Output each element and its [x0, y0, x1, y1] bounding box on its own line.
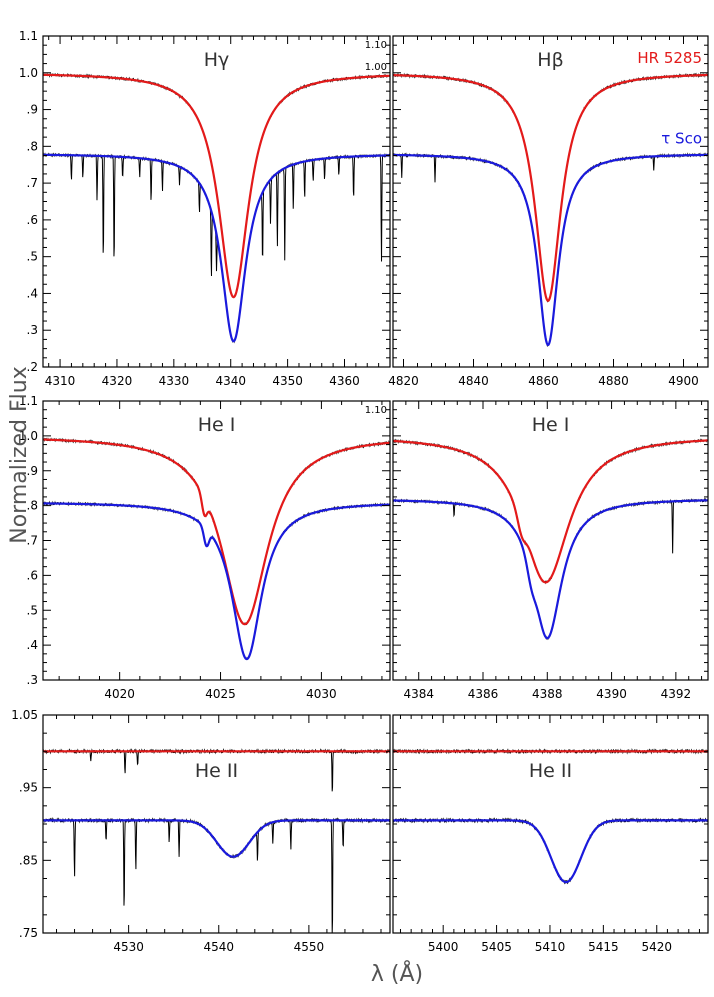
- observed-spectrum-blue-middle-left: [43, 500, 390, 661]
- y-tick-label: .8: [27, 139, 38, 153]
- model-fit-blue-bottom-left: [43, 819, 390, 858]
- x-tick-label: 4350: [272, 374, 303, 388]
- x-tick-label: 4900: [668, 374, 699, 388]
- x-tick-label: 4840: [458, 374, 489, 388]
- panel-title: He I: [198, 414, 236, 436]
- observed-spectrum-red-top-right: [393, 72, 708, 303]
- y-tick-label: 1.0: [19, 429, 38, 443]
- x-tick-label: 4820: [388, 374, 419, 388]
- panel-frame: [392, 714, 709, 934]
- panel-title: He II: [529, 760, 572, 782]
- observed-spectrum-blue-top-right: [393, 152, 708, 348]
- model-fit-blue-bottom-right: [393, 819, 708, 884]
- x-tick-label: 4310: [45, 374, 76, 388]
- model-fit-blue-middle-right: [393, 499, 708, 640]
- panel-title: He II: [195, 760, 238, 782]
- model-fit-blue-top-left: [43, 153, 390, 343]
- y-axis-title: Normalized Flux: [7, 366, 32, 543]
- x-tick-label: 4550: [294, 940, 325, 954]
- y-tick-label: 1.0: [19, 66, 38, 80]
- panel-title: Hβ: [537, 49, 563, 71]
- y-tick-label: 1.1: [19, 394, 38, 408]
- y-tick-label: 1.1: [19, 29, 38, 43]
- y-tick-label: .85: [19, 853, 38, 867]
- observed-spectrum-blue-top-left: [43, 152, 390, 344]
- x-tick-label: 4340: [215, 374, 246, 388]
- x-tick-label: 5400: [428, 940, 459, 954]
- y-tick-label: .9: [27, 464, 38, 478]
- model-fit-blue-top-right: [393, 153, 708, 347]
- y-tick-label: .5: [27, 603, 38, 617]
- x-tick-label: 5410: [535, 940, 566, 954]
- x-tick-label: 5420: [641, 940, 672, 954]
- y-tick-label: .75: [19, 926, 38, 940]
- y-tick-label: .6: [27, 213, 38, 227]
- x-tick-label: 4530: [113, 940, 144, 954]
- panel-top-right: 4820 4840 4860 4880 4900 Hβ HR 5285 τ Sco: [388, 35, 709, 388]
- y-tick-label: 1.05: [11, 708, 38, 722]
- x-tick-label: 4386: [468, 687, 499, 701]
- x-tick-label: 4392: [661, 687, 692, 701]
- model-fit-red-top-right: [393, 73, 708, 302]
- x-tick-label: 4025: [205, 687, 236, 701]
- y-tick-label: .95: [19, 781, 38, 795]
- y-tick-label: .9: [27, 103, 38, 117]
- x-tick-label: 4320: [102, 374, 133, 388]
- panel-bottom-left: 4530 4540 4550 .75 .85 .95 1.05 He II: [11, 708, 391, 954]
- x-tick-label: 4360: [329, 374, 360, 388]
- x-tick-label: 4020: [104, 687, 135, 701]
- model-fit-blue-middle-left: [43, 502, 390, 661]
- y-tick-label: .4: [27, 286, 38, 300]
- y-tick-label: .6: [27, 568, 38, 582]
- panels: 4310 4320 4330 4340 4350 4360 .2 .3 .4 .5 .6 .7 .8 .9…: [11, 29, 709, 954]
- y-tick-label: .7: [27, 534, 38, 548]
- y-tick-label: .7: [27, 176, 38, 190]
- x-tick-label: 4540: [203, 940, 234, 954]
- panel-frame: [392, 400, 709, 681]
- x-tick-label: 4860: [528, 374, 559, 388]
- x-axis-title: λ (Å): [371, 960, 423, 987]
- y-tick-label: .2: [27, 360, 38, 374]
- observed-spectrum-blue-bottom-right: [393, 817, 708, 885]
- panel-frame: [42, 35, 391, 368]
- observed-spectrum-red-middle-right: [393, 438, 708, 585]
- x-tick-label: 5415: [588, 940, 619, 954]
- observed-spectrum-blue-bottom-left: [43, 817, 390, 933]
- model-fit-red-middle-left: [43, 438, 390, 626]
- panel-title: He I: [532, 414, 570, 436]
- y-tick-label: .3: [27, 673, 38, 687]
- corner-label: 1.00: [365, 62, 387, 73]
- panel-middle-right: 4384 4386 4388 4390 4392 He I: [392, 400, 709, 701]
- corner-label: 1.10: [365, 40, 387, 51]
- x-tick-label: 4330: [159, 374, 190, 388]
- model-fit-red-middle-right: [393, 439, 708, 584]
- x-tick-label: 4384: [403, 687, 434, 701]
- y-tick-label: .8: [27, 499, 38, 513]
- y-tick-label: .3: [27, 323, 38, 337]
- panel-top-left: 4310 4320 4330 4340 4350 4360 .2 .3 .4 .5 .6 .7 .8 .9…: [19, 29, 391, 388]
- panel-frame: [42, 714, 391, 934]
- panel-bottom-right: 5400 5405 5410 5415 5420 He II: [392, 714, 709, 954]
- y-tick-label: .4: [27, 638, 38, 652]
- panel-title: Hγ: [204, 49, 230, 71]
- model-fit-red-top-left: [43, 73, 390, 299]
- panel-middle-left: 4020 4025 4030 .3 .4 .5 .6 .7 .8 .9 1.0 1.1 He I 1.10: [19, 394, 391, 701]
- star-label-blue: τ Sco: [661, 130, 702, 148]
- star-label-red: HR 5285: [637, 49, 702, 67]
- x-tick-label: 4390: [596, 687, 627, 701]
- x-tick-label: 4880: [598, 374, 629, 388]
- panel-frame: [392, 35, 709, 368]
- corner-label: 1.10: [365, 405, 387, 416]
- x-tick-label: 4030: [306, 687, 337, 701]
- x-tick-label: 4388: [532, 687, 563, 701]
- observed-spectrum-blue-middle-right: [393, 497, 708, 641]
- x-tick-label: 5405: [481, 940, 512, 954]
- y-tick-label: .5: [27, 250, 38, 264]
